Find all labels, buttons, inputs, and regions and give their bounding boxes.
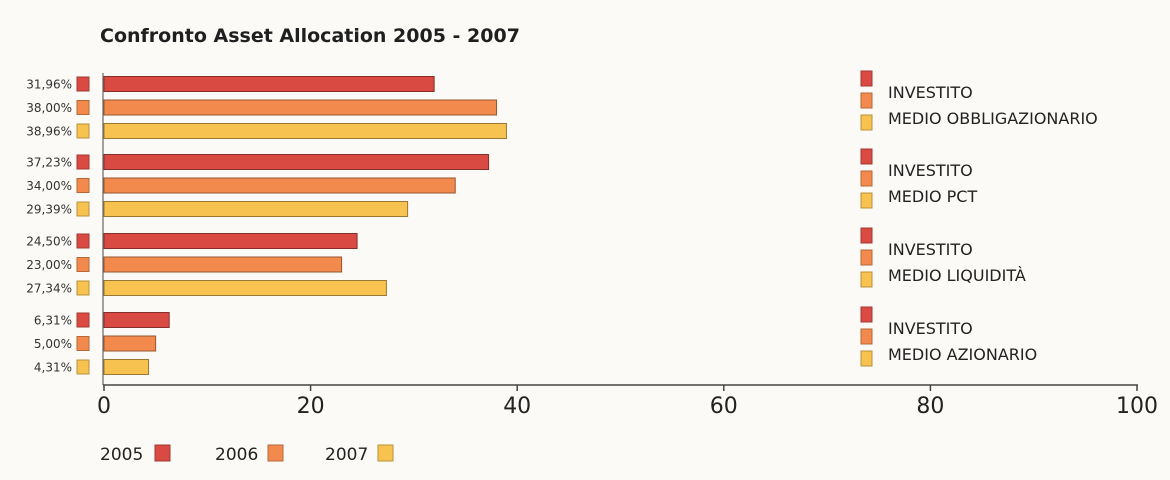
series-swatch: [76, 123, 90, 139]
group-legend: INVESTITO MEDIO OBBLIGAZIONARIO INVESTITO M…: [860, 70, 1098, 367]
data-label: 37,23%: [26, 156, 72, 170]
bar: [103, 280, 387, 296]
bar: [103, 154, 490, 170]
data-label: 38,00%: [26, 101, 72, 115]
bar: [103, 99, 498, 116]
data-label: 24,50%: [26, 235, 72, 249]
group-legend-swatch: [860, 328, 873, 345]
bar: [103, 233, 358, 249]
data-label: 5,00%: [34, 337, 72, 351]
bar: [103, 177, 456, 194]
group-label-line2: MEDIO AZIONARIO: [888, 345, 1037, 364]
series-swatch: [76, 359, 90, 375]
bar: [103, 201, 409, 217]
legend-entry-label: 2006: [215, 445, 258, 465]
group-label-line2: MEDIO PCT: [888, 187, 977, 206]
data-label: 6,31%: [34, 314, 72, 328]
group-label-line2: MEDIO OBBLIGAZIONARIO: [888, 109, 1098, 128]
x-tick-label: 80: [916, 394, 944, 419]
group-legend-swatch: [860, 227, 873, 244]
group-legend-swatch: [860, 306, 873, 323]
series-swatch: [76, 257, 90, 272]
bar: [103, 256, 343, 273]
group-legend-swatch: [860, 114, 873, 131]
year-legend: 2005 2006 2007: [100, 444, 394, 465]
group-label-line1: INVESTITO: [888, 240, 973, 259]
group-legend-swatch: [860, 192, 873, 209]
x-axis: 0 20 40 60 80 100: [97, 73, 1158, 419]
bar: [103, 335, 157, 352]
bar: [103, 312, 170, 328]
legend-entry-swatch: [154, 444, 171, 462]
data-label: 34,00%: [26, 179, 72, 193]
chart-title: Confronto Asset Allocation 2005 - 2007: [100, 25, 520, 47]
legend-entry-swatch: [267, 444, 284, 462]
group-legend-swatch: [860, 249, 873, 266]
group-legend-swatch: [860, 148, 873, 165]
series-swatch: [76, 280, 90, 296]
bar: [103, 359, 150, 375]
series-swatch: [76, 100, 90, 115]
group-legend-swatch: [860, 271, 873, 288]
x-tick-label: 100: [1116, 394, 1158, 419]
data-label: 23,00%: [26, 258, 72, 272]
data-label: 27,34%: [26, 282, 72, 296]
x-tick-label: 20: [297, 394, 325, 419]
group-label-line2: MEDIO LIQUIDITÀ: [888, 266, 1026, 285]
group-legend-swatch: [860, 350, 873, 367]
bars-layer: 31,96% 38,00% 38,96% 37,23% 34,00% 29,39% 24,5…: [26, 76, 507, 375]
x-tick-label: 40: [503, 394, 531, 419]
series-swatch: [76, 154, 90, 170]
group-legend-swatch: [860, 70, 873, 87]
series-swatch: [76, 233, 90, 249]
group-label-line1: INVESTITO: [888, 319, 973, 338]
group-label-line1: INVESTITO: [888, 161, 973, 180]
x-tick-label: 0: [97, 394, 111, 419]
data-label: 4,31%: [34, 361, 72, 375]
series-swatch: [76, 201, 90, 217]
legend-entry-label: 2007: [325, 445, 368, 465]
data-label: 29,39%: [26, 203, 72, 217]
series-swatch: [76, 76, 90, 92]
group-legend-swatch: [860, 92, 873, 109]
legend-entry-label: 2005: [100, 445, 143, 465]
group-label-line1: INVESTITO: [888, 83, 973, 102]
bar: [103, 76, 435, 92]
legend-entry-swatch: [377, 444, 394, 462]
bar: [103, 123, 507, 139]
series-swatch: [76, 312, 90, 328]
group-legend-swatch: [860, 170, 873, 187]
x-tick-label: 60: [710, 394, 738, 419]
data-label: 38,96%: [26, 125, 72, 139]
data-label: 31,96%: [26, 78, 72, 92]
series-swatch: [76, 178, 90, 193]
series-swatch: [76, 336, 90, 351]
